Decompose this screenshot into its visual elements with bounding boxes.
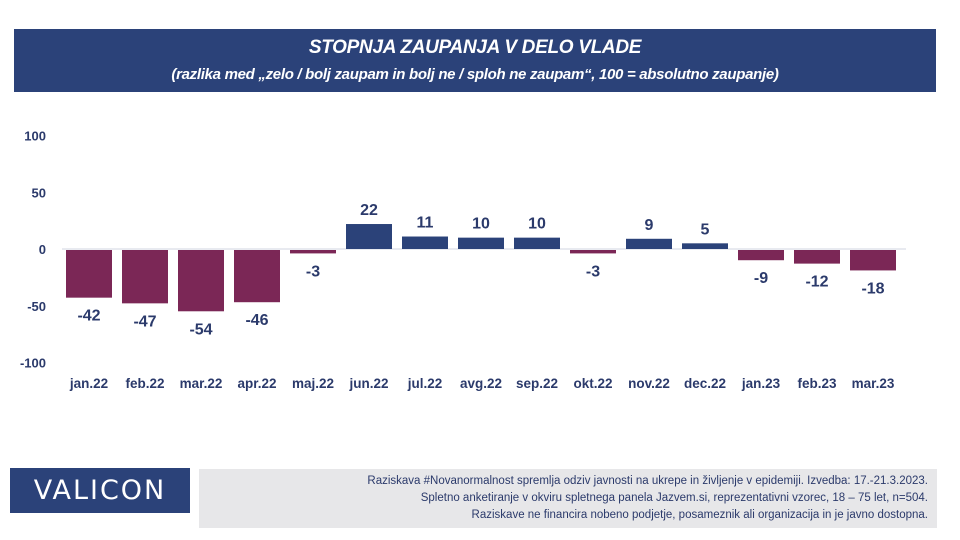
chart-subtitle: (razlika med „zelo / bolj zaupam in bolj… [171, 66, 779, 83]
data-label: 10 [472, 216, 490, 233]
bar-dec.22 [682, 243, 728, 249]
y-tick-label: 0 [39, 242, 46, 257]
x-tick-label: maj.22 [292, 376, 334, 391]
data-label: -9 [754, 270, 768, 287]
x-tick-label: apr.22 [237, 376, 276, 391]
footer-note: Raziskava #Novanormalnost spremlja odziv… [199, 469, 937, 528]
data-label: -3 [586, 263, 600, 280]
y-tick-label: 100 [24, 129, 46, 144]
bar-jan.23 [738, 250, 784, 261]
data-label: 22 [360, 202, 378, 219]
y-tick-label: -100 [20, 356, 46, 371]
chart-title: STOPNJA ZAUPANJA V DELO VLADE [308, 37, 642, 58]
data-label: 10 [528, 216, 546, 233]
data-label: -54 [189, 321, 212, 338]
bar-nov.22 [626, 238, 672, 249]
x-tick-label: okt.22 [573, 376, 612, 391]
valicon-logo: VALICON [10, 468, 190, 513]
data-label: -46 [245, 312, 268, 329]
bar-okt.22 [570, 250, 616, 254]
footer-line-2: Spletno anketiranje v okviru spletnega p… [420, 492, 928, 504]
data-label: -3 [306, 263, 320, 280]
data-label: 9 [645, 217, 654, 234]
x-tick-label: mar.22 [180, 376, 223, 391]
y-tick-label: 50 [32, 185, 46, 200]
x-tick-label: jul.22 [407, 376, 443, 391]
y-axis: 100 50 0 -50 -100 [20, 129, 46, 371]
footer-line-1: Raziskava #Novanormalnost spremlja odziv… [367, 475, 928, 487]
bar-chart: 100 50 0 -50 -100 -42 -47 -54 -46 -3 22 11 10 10 -3 9 5… [20, 129, 906, 391]
bar-avg.22 [458, 237, 504, 249]
data-label: 5 [701, 221, 710, 238]
bar-jun.22 [346, 224, 392, 249]
x-tick-label: feb.23 [797, 376, 837, 391]
x-tick-label: avg.22 [460, 376, 502, 391]
y-tick-label: -50 [27, 299, 46, 314]
data-label: 11 [417, 215, 434, 232]
data-label: -47 [133, 313, 156, 330]
bars [66, 224, 896, 312]
bar-jan.22 [66, 250, 112, 298]
title-banner: STOPNJA ZAUPANJA V DELO VLADE (razlika m… [14, 29, 936, 92]
bar-mar.23 [850, 250, 896, 271]
bar-sep.22 [514, 237, 560, 249]
x-tick-label: sep.22 [516, 376, 558, 391]
x-tick-label: feb.22 [125, 376, 164, 391]
bar-maj.22 [290, 250, 336, 254]
x-tick-label: jan.22 [69, 376, 108, 391]
data-label: -12 [805, 274, 828, 291]
x-tick-label: jan.23 [741, 376, 781, 391]
bar-feb.22 [122, 250, 168, 304]
x-tick-label: mar.23 [852, 376, 895, 391]
x-tick-label: jun.22 [348, 376, 388, 391]
bar-apr.22 [234, 250, 280, 303]
footer-line-3: Raziskave ne financira nobeno podjetje, … [471, 509, 928, 521]
x-tick-label: dec.22 [684, 376, 726, 391]
bar-feb.23 [794, 250, 840, 264]
bar-jul.22 [402, 236, 448, 249]
data-label: -18 [861, 280, 884, 297]
bar-mar.22 [178, 250, 224, 312]
x-tick-label: nov.22 [628, 376, 670, 391]
data-labels: -42 -47 -54 -46 -3 22 11 10 10 -3 9 5 -9 -12 -18 [77, 202, 884, 338]
x-axis: jan.22 feb.22 mar.22 apr.22 maj.22 jun.22 jul.… [69, 376, 895, 391]
data-label: -42 [77, 308, 100, 325]
